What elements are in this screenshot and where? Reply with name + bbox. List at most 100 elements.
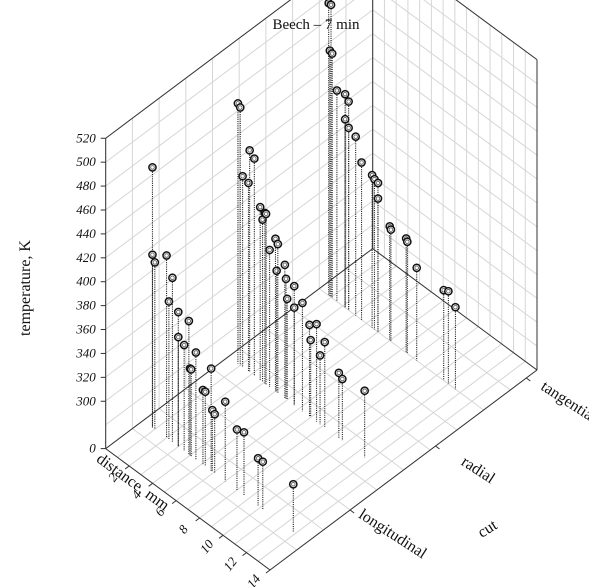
z-tick-label: 480 xyxy=(76,178,96,193)
point-marker xyxy=(344,97,353,106)
point-marker-inner xyxy=(176,309,181,315)
scatter-point xyxy=(402,237,412,354)
scatter-point xyxy=(206,364,216,471)
point-marker xyxy=(148,250,157,260)
point-marker xyxy=(184,316,194,326)
point-marker-inner xyxy=(181,342,187,348)
point-marker-inner xyxy=(292,283,297,289)
point-marker xyxy=(351,132,361,141)
scatter-point xyxy=(168,273,177,443)
back-wall-grid-line xyxy=(105,0,323,163)
side-wall-grid-line xyxy=(372,33,538,156)
point-marker-inner xyxy=(238,105,243,110)
side-wall-grid-line xyxy=(372,200,538,323)
point-marker xyxy=(320,337,330,347)
point-marker-inner xyxy=(240,174,245,179)
scatter-point xyxy=(305,320,314,417)
point-marker-inner xyxy=(176,334,181,340)
point-marker-inner xyxy=(186,318,192,324)
scatter-point xyxy=(280,260,290,399)
grid-walls xyxy=(105,0,538,571)
side-wall-grid-line xyxy=(372,9,538,132)
y-tick-mark xyxy=(526,377,531,382)
point-marker xyxy=(288,479,298,489)
scatter-point xyxy=(273,239,283,394)
point-marker-inner xyxy=(285,296,290,302)
scatter-point xyxy=(232,425,242,490)
scatter-point xyxy=(351,132,361,316)
point-marker-inner xyxy=(188,367,194,372)
scatter-point xyxy=(164,297,174,440)
x-tick-label: 8 xyxy=(175,522,191,537)
floor-grid-line xyxy=(319,288,484,411)
scatter-point xyxy=(173,332,183,447)
scatter-point xyxy=(150,258,160,430)
scatter-point xyxy=(298,298,307,412)
x-tick-label: 12 xyxy=(220,554,240,574)
y-axis-line xyxy=(269,369,538,571)
point-marker xyxy=(281,274,291,284)
back-wall-grid-line xyxy=(105,224,373,426)
point-marker-inner xyxy=(150,165,155,170)
point-marker-inner xyxy=(255,456,261,461)
x-tick-mark xyxy=(148,482,153,487)
point-marker-inner xyxy=(446,289,451,294)
side-wall-grid-line xyxy=(423,0,538,84)
z-axis-title: temperature, K xyxy=(17,240,34,336)
z-tick-label: 500 xyxy=(76,154,96,169)
point-marker-inner xyxy=(234,427,240,432)
point-marker-inner xyxy=(166,299,172,304)
point-marker xyxy=(357,158,366,167)
top-edge-line xyxy=(455,0,538,61)
scatter-point xyxy=(373,194,383,332)
point-marker xyxy=(340,114,350,124)
point-marker xyxy=(272,266,281,276)
floor-grid-line xyxy=(132,428,297,551)
point-marker xyxy=(360,386,369,396)
point-marker-inner xyxy=(164,253,169,258)
point-marker-inner xyxy=(152,260,158,265)
point-marker xyxy=(265,245,274,255)
x-tick-mark xyxy=(265,569,271,574)
point-marker-inner xyxy=(246,180,251,186)
point-marker xyxy=(334,368,344,378)
point-marker xyxy=(162,251,171,260)
x-tick-mark xyxy=(124,465,130,470)
point-marker xyxy=(200,387,210,397)
point-marker-inner xyxy=(241,430,247,435)
point-marker-inner xyxy=(260,459,265,464)
point-marker xyxy=(326,0,336,10)
point-marker xyxy=(244,178,253,188)
scatter-point xyxy=(184,316,194,455)
point-marker-inner xyxy=(342,91,348,97)
scatter-point xyxy=(444,286,453,384)
scatter-point xyxy=(357,158,366,320)
point-marker-inner xyxy=(359,160,364,165)
scatter-point xyxy=(338,374,347,441)
floor-grid-line xyxy=(212,368,378,491)
point-marker xyxy=(273,239,283,249)
point-marker-inner xyxy=(330,51,335,56)
point-marker xyxy=(338,374,347,384)
back-wall-grid-line xyxy=(105,81,373,282)
scatter-point xyxy=(281,274,291,400)
back-wall-grid-line xyxy=(105,57,373,259)
scatter-point xyxy=(179,340,189,451)
scatter-point xyxy=(220,397,230,482)
point-marker-inner xyxy=(282,262,288,268)
scatter-point xyxy=(210,409,220,474)
x-tick-label: 10 xyxy=(197,536,217,556)
point-marker-inner xyxy=(291,482,296,487)
point-marker-inner xyxy=(208,366,214,371)
point-marker xyxy=(261,209,271,219)
scatter-point xyxy=(360,386,369,458)
scatter-point xyxy=(239,427,249,496)
point-marker-inner xyxy=(346,99,351,104)
point-marker xyxy=(402,237,412,247)
scatter-point xyxy=(344,123,353,311)
data-points xyxy=(148,0,460,532)
y-tick-label: longitudinal xyxy=(355,506,430,563)
point-marker xyxy=(373,178,383,188)
scatter-point xyxy=(412,263,422,361)
